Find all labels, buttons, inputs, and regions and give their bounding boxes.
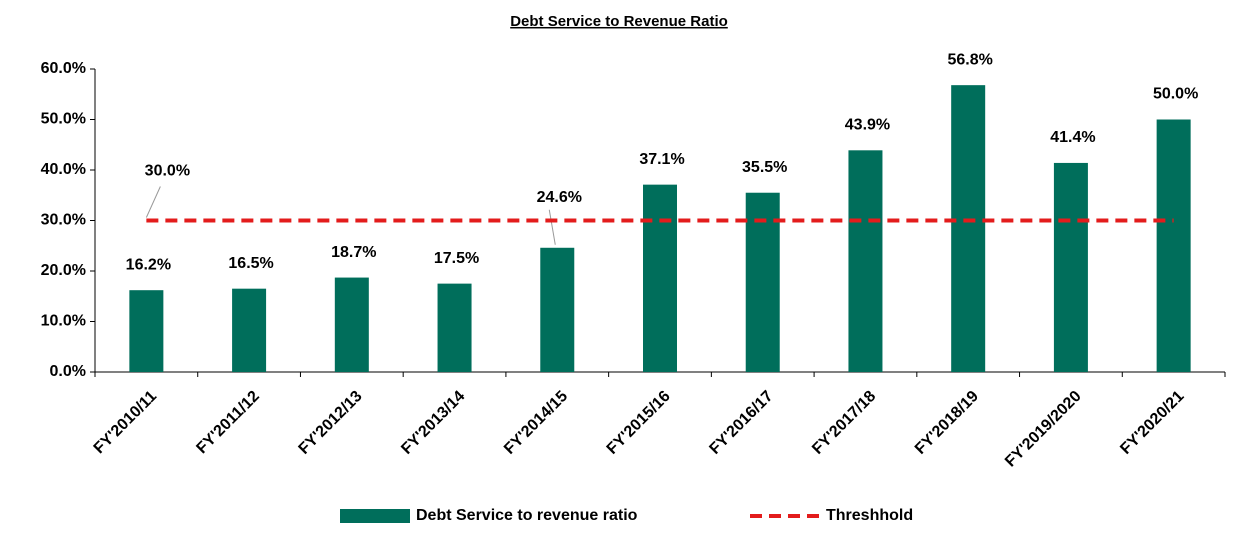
- data-label: 16.5%: [228, 255, 273, 272]
- data-label: 17.5%: [434, 250, 479, 267]
- y-tick-label: 40.0%: [41, 161, 86, 178]
- data-label: 30.0%: [145, 163, 190, 180]
- legend-label: Debt Service to revenue ratio: [416, 507, 638, 524]
- y-tick-label: 0.0%: [50, 363, 86, 380]
- bar: [232, 288, 267, 372]
- bar: [540, 247, 575, 372]
- bar: [437, 283, 472, 372]
- x-tick-label: FY'2014/15: [501, 388, 571, 458]
- bar: [643, 184, 677, 372]
- data-label: 16.2%: [126, 256, 171, 273]
- x-tick-label: FY'2019/2020: [1002, 388, 1085, 471]
- x-tick-label: FY'2017/18: [809, 388, 879, 458]
- leader-line: [145, 186, 161, 218]
- bar: [1053, 162, 1088, 372]
- leader-line: [548, 209, 556, 245]
- bar: [1156, 119, 1191, 372]
- bar: [129, 290, 164, 372]
- x-tick-label: FY'2020/21: [1117, 388, 1187, 458]
- data-label: 37.1%: [639, 151, 684, 168]
- x-tick-label: FY'2011/12: [193, 388, 263, 458]
- y-tick-label: 20.0%: [41, 262, 86, 279]
- y-tick-label: 50.0%: [41, 111, 86, 128]
- bar: [745, 192, 780, 372]
- x-tick-label: FY'2015/16: [604, 388, 674, 458]
- data-label: 43.9%: [845, 117, 890, 134]
- data-label: 50.0%: [1153, 86, 1198, 103]
- bar: [951, 85, 986, 372]
- bar: [848, 150, 883, 372]
- y-tick-label: 10.0%: [41, 313, 86, 330]
- data-label: 18.7%: [331, 244, 376, 261]
- x-tick-label: FY'2010/11: [91, 388, 161, 458]
- data-label: 24.6%: [537, 189, 582, 206]
- data-label: 35.5%: [742, 159, 787, 176]
- x-tick-label: FY'2018/19: [912, 388, 982, 458]
- chart-title: Debt Service to Revenue Ratio: [510, 13, 728, 30]
- x-tick-label: FY'2016/17: [706, 388, 776, 458]
- legend-swatch: [340, 509, 410, 523]
- data-label: 56.8%: [947, 51, 992, 68]
- legend-label: Threshhold: [826, 507, 913, 524]
- x-tick-label: FY'2012/13: [296, 388, 366, 458]
- data-label: 41.4%: [1050, 129, 1095, 146]
- x-tick-label: FY'2013/14: [398, 388, 468, 458]
- y-tick-label: 60.0%: [41, 60, 86, 77]
- y-tick-label: 30.0%: [41, 212, 86, 229]
- bar: [334, 277, 369, 372]
